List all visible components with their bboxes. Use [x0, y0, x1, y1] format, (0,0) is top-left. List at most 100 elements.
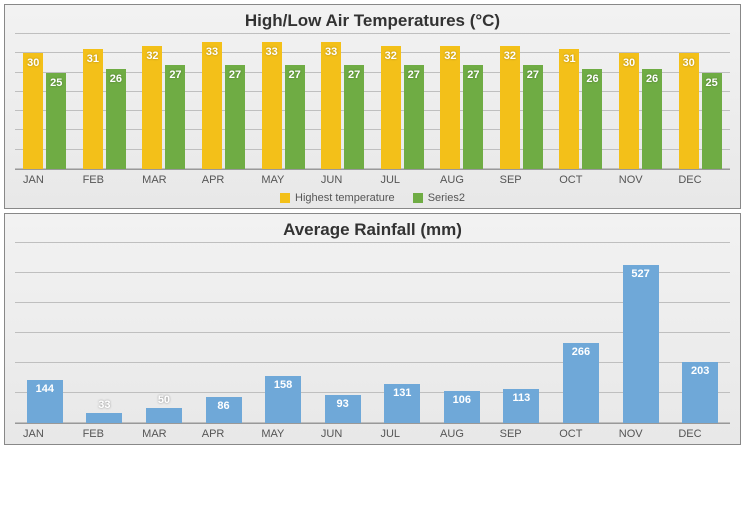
rain-bar: 50	[146, 408, 182, 423]
rain-bar-group: 158	[253, 244, 313, 423]
temp-bar-group: 32 27	[372, 35, 432, 169]
rain-bar: 527	[623, 265, 659, 423]
rain-x-tick: JAN	[15, 428, 75, 440]
temp-bar: 27	[165, 65, 185, 169]
temp-bar: 30	[619, 53, 639, 169]
temp-bar-label: 33	[325, 46, 337, 58]
rain-x-tick: DEC	[670, 428, 730, 440]
temp-bar-group: 31 26	[551, 35, 611, 169]
temp-bar: 27	[404, 65, 424, 169]
temp-x-tick: DEC	[670, 174, 730, 186]
temp-bar: 26	[106, 69, 126, 169]
legend-swatch-highest	[280, 193, 290, 203]
rain-x-tick: JUN	[313, 428, 373, 440]
temp-bar-label: 25	[50, 77, 62, 89]
rain-bar-label: 131	[393, 387, 411, 399]
rain-bar-group: 266	[551, 244, 611, 423]
rainfall-plot-area: 14433508615893131106113266527203	[15, 244, 730, 424]
legend-label-highest: Highest temperature	[295, 192, 395, 204]
rain-bar-group: 93	[313, 244, 373, 423]
temp-bar-group: 30 25	[670, 35, 730, 169]
temp-bar-group: 30 25	[15, 35, 75, 169]
rain-bar: 266	[563, 343, 599, 423]
rain-bar: 203	[682, 362, 718, 423]
rain-bar-label: 50	[158, 394, 170, 406]
temp-bar: 32	[440, 46, 460, 169]
legend-label-series2: Series2	[428, 192, 465, 204]
temp-bar-label: 27	[288, 69, 300, 81]
rain-bar: 113	[503, 389, 539, 423]
rain-x-tick: FEB	[75, 428, 135, 440]
rain-x-tick: AUG	[432, 428, 492, 440]
temp-bar: 30	[679, 53, 699, 169]
legend-item-series2: Series2	[413, 192, 465, 204]
temp-bar-label: 31	[563, 53, 575, 65]
temp-bar: 30	[23, 53, 43, 169]
temp-bar-group: 3327	[253, 35, 313, 169]
rain-bar-label: 86	[217, 400, 229, 412]
temp-bar: 33	[321, 42, 341, 169]
rain-x-tick: JUL	[372, 428, 432, 440]
rain-bar-label: 93	[337, 398, 349, 410]
temp-x-tick: FEB	[75, 174, 135, 186]
rain-bar-group: 527	[611, 244, 671, 423]
temp-bar-label: 30	[27, 57, 39, 69]
temp-x-tick: MAY	[253, 174, 313, 186]
temperature-chart-panel: High/Low Air Temperatures (°C) 302531263…	[4, 4, 741, 209]
rain-x-tick: OCT	[551, 428, 611, 440]
temp-bar: 26	[582, 69, 602, 169]
rain-bar-label: 106	[453, 394, 471, 406]
temp-bar-label: 26	[646, 73, 658, 85]
temp-bar-label: 33	[206, 46, 218, 58]
temp-bar-label: 32	[444, 50, 456, 62]
rain-x-tick: NOV	[611, 428, 671, 440]
legend-item-highest: Highest temperature	[280, 192, 395, 204]
temp-bar: 26	[642, 69, 662, 169]
temp-bar: 32	[500, 46, 520, 169]
temp-bar-label: 27	[229, 69, 241, 81]
temp-bar-label: 32	[504, 50, 516, 62]
temp-bar-group: 31 26	[75, 35, 135, 169]
temperature-chart-title: High/Low Air Temperatures (°C)	[15, 11, 730, 31]
temp-bar-label: 26	[110, 73, 122, 85]
temperature-legend: Highest temperature Series2	[15, 192, 730, 204]
temp-bar-label: 27	[169, 69, 181, 81]
temp-x-tick: JAN	[15, 174, 75, 186]
rain-bar-group: 33	[75, 244, 135, 423]
temp-x-tick: JUL	[372, 174, 432, 186]
temp-bar-label: 26	[586, 73, 598, 85]
temp-bar-label: 31	[87, 53, 99, 65]
temp-bar-label: 27	[467, 69, 479, 81]
rain-bar-label: 266	[572, 346, 590, 358]
temp-x-tick: APR	[194, 174, 254, 186]
rain-bar: 33	[86, 413, 122, 423]
temp-bar: 27	[285, 65, 305, 169]
rain-bar-label: 203	[691, 365, 709, 377]
temp-bar-label: 32	[385, 50, 397, 62]
legend-swatch-series2	[413, 193, 423, 203]
temp-bar-label: 27	[348, 69, 360, 81]
temp-bar: 25	[46, 73, 66, 169]
rain-bar-label: 33	[98, 399, 110, 411]
rain-bar-label: 527	[631, 268, 649, 280]
temp-bar-group: 32 27	[492, 35, 552, 169]
temp-x-tick: MAR	[134, 174, 194, 186]
rain-bar-label: 113	[513, 392, 531, 404]
rain-x-tick: SEP	[492, 428, 552, 440]
rain-x-tick: APR	[194, 428, 254, 440]
temp-bar-label: 25	[706, 77, 718, 89]
temp-x-tick: SEP	[492, 174, 552, 186]
temp-bar: 27	[523, 65, 543, 169]
temp-bar-label: 27	[408, 69, 420, 81]
temp-bar: 31	[83, 49, 103, 169]
rain-bar-group: 131	[372, 244, 432, 423]
rain-bar-group: 86	[194, 244, 254, 423]
rainfall-x-axis: JANFEBMARAPRMAYJUNJULAUGSEPOCTNOVDEC	[15, 428, 730, 440]
temp-bar-label: 30	[683, 57, 695, 69]
temp-bar-label: 32	[146, 50, 158, 62]
temp-bar: 33	[202, 42, 222, 169]
temp-x-tick: NOV	[611, 174, 671, 186]
temp-bar-group: 30 26	[611, 35, 671, 169]
temp-bar-group: 33 27	[194, 35, 254, 169]
temperature-plot-area: 3025312632273327332733273227322732273126…	[15, 35, 730, 170]
